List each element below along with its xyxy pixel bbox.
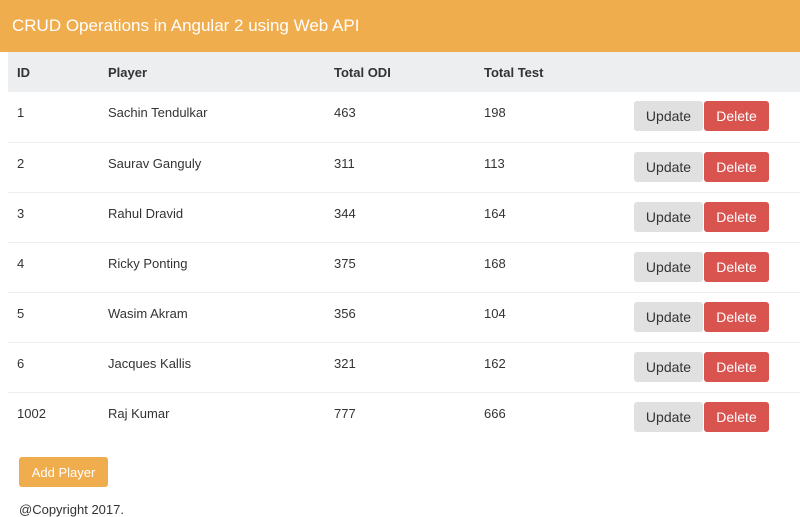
cell-actions: Update Delete <box>625 242 800 292</box>
table-row: 1002 Raj Kumar 777 666 Update Delete <box>8 392 800 442</box>
cell-total-odi: 344 <box>334 205 356 221</box>
column-header-player: Player <box>108 64 148 80</box>
column-header-total-odi: Total ODI <box>334 64 391 80</box>
cell-actions: Update Delete <box>625 392 800 442</box>
cell-player: Raj Kumar <box>108 405 170 421</box>
cell-id: 4 <box>17 255 25 271</box>
delete-button[interactable]: Delete <box>704 201 769 232</box>
cell-id: 1 <box>17 105 25 120</box>
cell-id: 5 <box>17 305 25 321</box>
table-header-row: ID Player Total ODI Total Test <box>8 52 800 92</box>
cell-actions: Update Delete <box>625 292 800 342</box>
cell-actions: Update Delete <box>625 342 800 392</box>
table-body: 1 Sachin Tendulkar 463 198 Update Delete 2 Saur… <box>8 92 800 442</box>
delete-button[interactable]: Delete <box>704 351 769 382</box>
add-player-button[interactable]: Add Player <box>19 457 108 487</box>
cell-total-test: 104 <box>484 305 506 321</box>
update-button[interactable]: Update <box>634 301 703 332</box>
cell-total-test: 168 <box>484 255 506 271</box>
table-row: 2 Saurav Ganguly 311 113 Update Delete <box>8 142 800 192</box>
page-title: CRUD Operations in Angular 2 using Web A… <box>12 16 360 35</box>
delete-button[interactable]: Delete <box>704 301 769 332</box>
delete-button[interactable]: Delete <box>704 101 769 131</box>
table-row: 5 Wasim Akram 356 104 Update Delete <box>8 292 800 342</box>
cell-total-test: 113 <box>484 155 505 171</box>
cell-player: Jacques Kallis <box>108 355 192 371</box>
cell-id: 6 <box>17 355 25 371</box>
column-header-total-test: Total Test <box>484 64 544 80</box>
cell-total-test: 164 <box>484 205 506 221</box>
cell-total-test: 162 <box>484 355 506 371</box>
players-table-container: ID Player Total ODI Total Test 1 Sachin T… <box>8 52 800 442</box>
table-row: 4 Ricky Ponting 375 168 Update Delete <box>8 242 800 292</box>
cell-id: 3 <box>17 205 25 221</box>
cell-total-odi: 356 <box>334 305 356 321</box>
cell-player: Wasim Akram <box>108 305 188 321</box>
column-header-actions <box>625 52 800 92</box>
cell-total-odi: 375 <box>334 255 356 271</box>
table-row: 1 Sachin Tendulkar 463 198 Update Delete <box>8 92 800 142</box>
players-table: ID Player Total ODI Total Test 1 Sachin T… <box>8 52 800 442</box>
update-button[interactable]: Update <box>634 351 703 382</box>
page-header: CRUD Operations in Angular 2 using Web A… <box>0 0 800 52</box>
cell-total-odi: 311 <box>334 155 355 171</box>
cell-actions: Update Delete <box>625 142 800 192</box>
update-button[interactable]: Update <box>634 201 703 232</box>
update-button[interactable]: Update <box>634 151 703 182</box>
table-row: 6 Jacques Kallis 321 162 Update Delete <box>8 342 800 392</box>
footer-copyright: @Copyright 2017. <box>19 502 124 517</box>
cell-player: Saurav Ganguly <box>108 155 202 171</box>
table-row: 3 Rahul Dravid 344 164 Update Delete <box>8 192 800 242</box>
cell-actions: Update Delete <box>625 192 800 242</box>
update-button[interactable]: Update <box>634 251 703 282</box>
update-button[interactable]: Update <box>634 401 703 432</box>
delete-button[interactable]: Delete <box>704 401 769 432</box>
cell-id: 2 <box>17 155 25 171</box>
delete-button[interactable]: Delete <box>704 251 769 282</box>
cell-total-odi: 321 <box>334 355 356 371</box>
cell-id: 1002 <box>17 405 46 421</box>
cell-total-odi: 463 <box>334 105 356 120</box>
cell-total-odi: 777 <box>334 405 356 421</box>
cell-player: Rahul Dravid <box>108 205 184 221</box>
delete-button[interactable]: Delete <box>704 151 769 182</box>
cell-total-test: 666 <box>484 405 506 421</box>
cell-actions: Update Delete <box>625 92 800 142</box>
cell-total-test: 198 <box>484 105 506 120</box>
cell-player: Ricky Ponting <box>108 255 188 271</box>
cell-player: Sachin Tendulkar <box>108 105 208 120</box>
update-button[interactable]: Update <box>634 101 703 131</box>
column-header-id: ID <box>17 64 30 80</box>
